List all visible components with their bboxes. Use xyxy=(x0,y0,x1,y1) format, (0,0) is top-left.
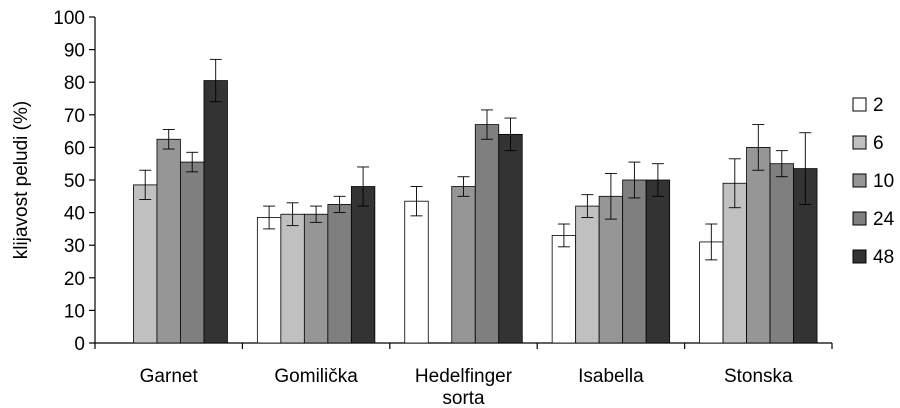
y-tick-label: 30 xyxy=(64,236,85,257)
bar-24 xyxy=(622,179,647,344)
legend-label-24: 24 xyxy=(873,209,895,230)
category-label: Gomilička xyxy=(274,366,358,387)
bar-10 xyxy=(303,213,329,344)
legend-swatch-48 xyxy=(852,249,867,264)
bar-48 xyxy=(645,179,671,344)
bar-6 xyxy=(280,213,305,344)
legend-label-6: 6 xyxy=(873,133,884,154)
y-axis-title: klijavost peludi (%) xyxy=(11,101,32,259)
y-tick-label: 10 xyxy=(64,301,85,322)
legend-swatch-2 xyxy=(852,97,867,112)
bar-10 xyxy=(451,186,476,344)
legend-label-48: 48 xyxy=(873,247,894,268)
y-tick-label: 80 xyxy=(64,73,85,94)
y-tick-label: 100 xyxy=(53,8,85,29)
legend-swatch-10 xyxy=(852,173,867,188)
bar-48 xyxy=(203,80,228,344)
bar-2 xyxy=(404,200,429,344)
bar-48 xyxy=(498,133,523,344)
bars xyxy=(133,80,818,344)
legend-label-10: 10 xyxy=(873,171,894,192)
category-label: Stonska xyxy=(724,366,793,387)
bar-2 xyxy=(256,217,282,344)
legend-swatch-6 xyxy=(852,135,867,150)
axis-labels: 0 10 20 30 40 50 60 70 80 90 100 Garnet Gomilička Hed… xyxy=(53,8,793,408)
y-tick-label: 40 xyxy=(64,204,85,225)
y-tick-label: 90 xyxy=(64,41,85,62)
bar-10 xyxy=(156,138,181,344)
y-tick-label: 60 xyxy=(64,138,85,159)
error-bars xyxy=(139,58,812,261)
bar-24 xyxy=(769,163,794,344)
bar-6 xyxy=(133,184,158,344)
y-tick-label: 0 xyxy=(74,334,85,355)
category-label: Garnet xyxy=(140,366,199,387)
legend-label-2: 2 xyxy=(873,95,884,116)
y-tick-label: 70 xyxy=(64,106,85,127)
bar-10 xyxy=(746,146,771,344)
category-label: Isabella xyxy=(578,366,644,387)
bar-6 xyxy=(575,205,600,344)
bar-24 xyxy=(180,161,205,344)
legend-swatch-24 xyxy=(852,211,867,226)
bar-2 xyxy=(551,235,577,344)
bar-48 xyxy=(350,186,376,344)
bar-24 xyxy=(327,204,352,344)
legend: 2 6 10 24 48 xyxy=(852,95,895,268)
y-tick-label: 50 xyxy=(64,171,85,192)
bar-24 xyxy=(474,124,500,344)
category-label: Hedelfinger sorta xyxy=(415,366,513,408)
y-tick-label: 20 xyxy=(64,269,85,290)
